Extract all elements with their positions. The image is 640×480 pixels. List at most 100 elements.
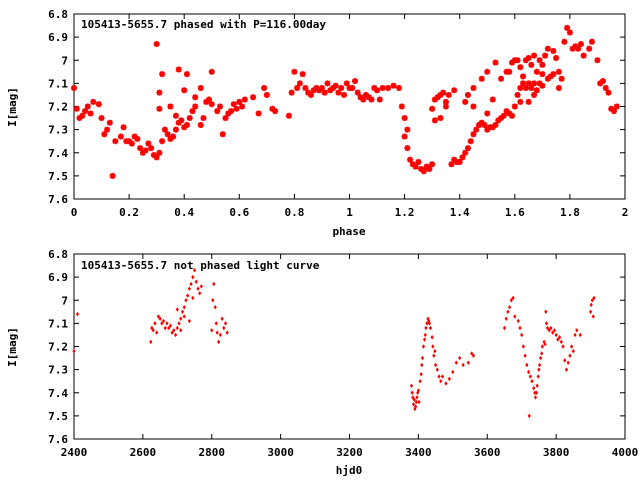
data-point [423,332,427,338]
data-point [214,321,218,326]
data-point [183,70,191,79]
data-point [521,344,526,349]
data-point [516,318,520,324]
data-point [532,385,536,391]
x-tick-label: 0.2 [119,206,139,219]
x-tick-label: 1 [346,206,353,219]
data-point [552,54,561,62]
data-point [340,91,348,99]
data-point [351,77,359,85]
data-point [432,353,436,358]
x-tick-label: 0.8 [284,206,304,219]
data-point [141,146,150,155]
data-point [147,144,156,153]
data-point [599,77,607,85]
data-point [563,358,567,363]
data-point [410,390,414,395]
data-point [320,88,329,97]
x-axis-label: phase [332,225,365,238]
y-tick-label: 7.2 [48,101,68,114]
data-point [218,332,222,338]
data-point [513,314,517,319]
data-point [538,70,547,79]
data-point [530,51,538,60]
data-point [196,286,200,291]
data-point [461,97,470,106]
data-point [400,114,409,122]
data-point [519,72,527,81]
y-axis-label: I[mag] [6,87,19,127]
data-point [561,344,565,349]
data-point [417,399,421,405]
data-point [182,304,186,310]
data-point [72,104,81,113]
data-point [526,369,531,375]
data-point [578,332,582,338]
data-point [450,86,459,95]
data-point [191,93,200,102]
x-tick-label: 3600 [474,446,501,459]
data-point [152,40,161,48]
y-axis-label: I[mag] [6,327,19,367]
data-point [518,325,522,331]
data-point [175,325,179,331]
data-point [418,378,422,384]
data-point [111,137,120,146]
data-point [72,348,76,354]
data-point [543,44,552,53]
data-point [549,47,558,55]
data-point [337,84,346,92]
data-point [419,372,423,377]
data-point [436,114,445,122]
data-point [198,291,202,296]
x-tick-label: 4000 [612,446,639,459]
data-point [183,121,191,129]
data-point [133,134,142,143]
data-point [564,367,569,372]
data-point [431,116,439,125]
data-point [420,355,425,361]
data-point [397,102,406,111]
data-point [180,86,189,95]
x-tick-label: 1.2 [395,206,415,219]
x-tick-label: 3200 [336,446,363,459]
data-point [127,139,136,148]
data-point [433,362,438,368]
data-point [94,100,103,109]
data-point [83,102,92,111]
data-point [119,123,128,132]
data-point [210,328,214,333]
data-point [174,65,183,74]
data-point [199,114,208,122]
data-point [177,321,181,326]
y-tick-label: 7.5 [48,170,68,183]
data-point [213,304,217,310]
data-point [284,111,293,120]
data-point [287,88,296,97]
data-point [437,374,441,379]
data-point [225,330,229,335]
data-point [191,274,195,280]
data-point [424,325,428,331]
data-point [513,56,522,65]
data-point [579,51,588,60]
y-tick-label: 7.5 [48,410,68,423]
y-tick-label: 7 [61,54,68,67]
data-point [447,376,451,382]
data-point [442,102,450,111]
data-point [187,318,191,324]
data-point [464,91,472,99]
data-point [194,279,198,284]
data-point [488,95,497,104]
data-point [158,137,167,146]
x-tick-label: 3000 [267,446,294,459]
data-point [97,114,106,122]
data-point [184,298,188,303]
data-point [218,130,227,139]
data-point [249,93,257,102]
data-point [431,344,435,349]
x-tick-label: 2 [622,206,629,219]
data-point [589,302,593,308]
data-point [223,321,228,326]
data-point [530,378,534,384]
